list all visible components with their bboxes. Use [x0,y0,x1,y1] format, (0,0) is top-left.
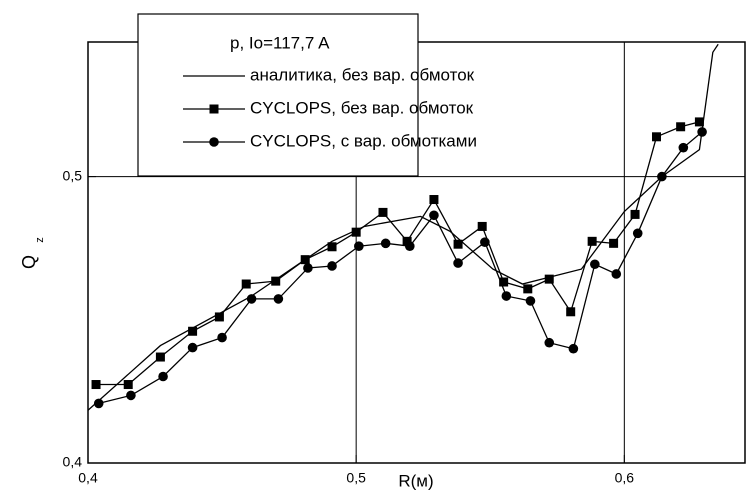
legend-label: CYCLOPS, без вар. обмоток [250,98,474,117]
marker-circle [380,238,391,249]
x-axis-label: R(м) [398,471,433,490]
marker-circle [354,241,364,251]
marker-square [676,122,686,132]
legend-label: аналитика, без вар. обмоток [250,65,475,84]
y-axis-label-sub: z [34,237,46,243]
marker-square [429,195,439,205]
x-tick-label: 0,5 [346,470,366,486]
marker-square [694,117,704,127]
marker-circle [632,228,643,239]
marker-circle [404,241,415,251]
marker-square [271,276,281,286]
legend-title: p, Io=117,7 A [230,33,330,52]
marker-circle [209,137,219,147]
marker-circle [544,337,555,348]
marker-circle [429,210,439,221]
y-tick-label: 0,4 [63,454,83,470]
marker-circle [480,237,490,247]
marker-square [652,132,662,142]
marker-square [351,227,361,237]
marker-circle [158,371,168,382]
marker-circle [501,291,512,301]
marker-square [587,236,597,246]
x-tick-label: 0,6 [615,470,635,486]
marker-square [209,104,219,114]
x-tick-label: 0,4 [78,470,98,486]
marker-square [188,326,198,336]
marker-square [214,312,224,322]
marker-circle [657,171,667,182]
y-tick-label: 0,5 [63,167,83,183]
marker-square [609,238,619,248]
legend-box [137,13,419,177]
marker-square [91,380,101,390]
legend-label: CYCLOPS, с вар. обмотками [250,131,477,150]
marker-square [477,221,487,231]
y-axis-label: Q [19,255,39,269]
marker-square [123,380,133,390]
marker-square [241,279,251,289]
marker-circle [611,269,622,279]
marker-circle [678,142,689,153]
marker-square [499,277,509,287]
marker-circle [246,294,257,304]
marker-circle [697,127,707,137]
marker-circle [187,342,198,353]
marker-square [300,255,310,265]
marker-square [378,207,388,217]
marker-circle [525,296,536,306]
plot-area [88,43,719,411]
marker-square [544,274,554,284]
marker-circle [217,332,227,343]
marker-square [630,209,640,219]
marker-circle [93,398,104,409]
marker-square [566,307,576,317]
marker-circle [568,343,579,354]
marker-circle [590,259,600,270]
marker-square [155,352,165,362]
marker-square [327,242,337,252]
marker-circle [126,390,136,401]
marker-circle [273,294,284,304]
marker-circle [303,263,313,273]
marker-circle [453,258,463,268]
marker-square [453,239,463,249]
marker-circle [327,261,337,271]
marker-square [402,236,412,246]
marker-square [523,284,533,294]
